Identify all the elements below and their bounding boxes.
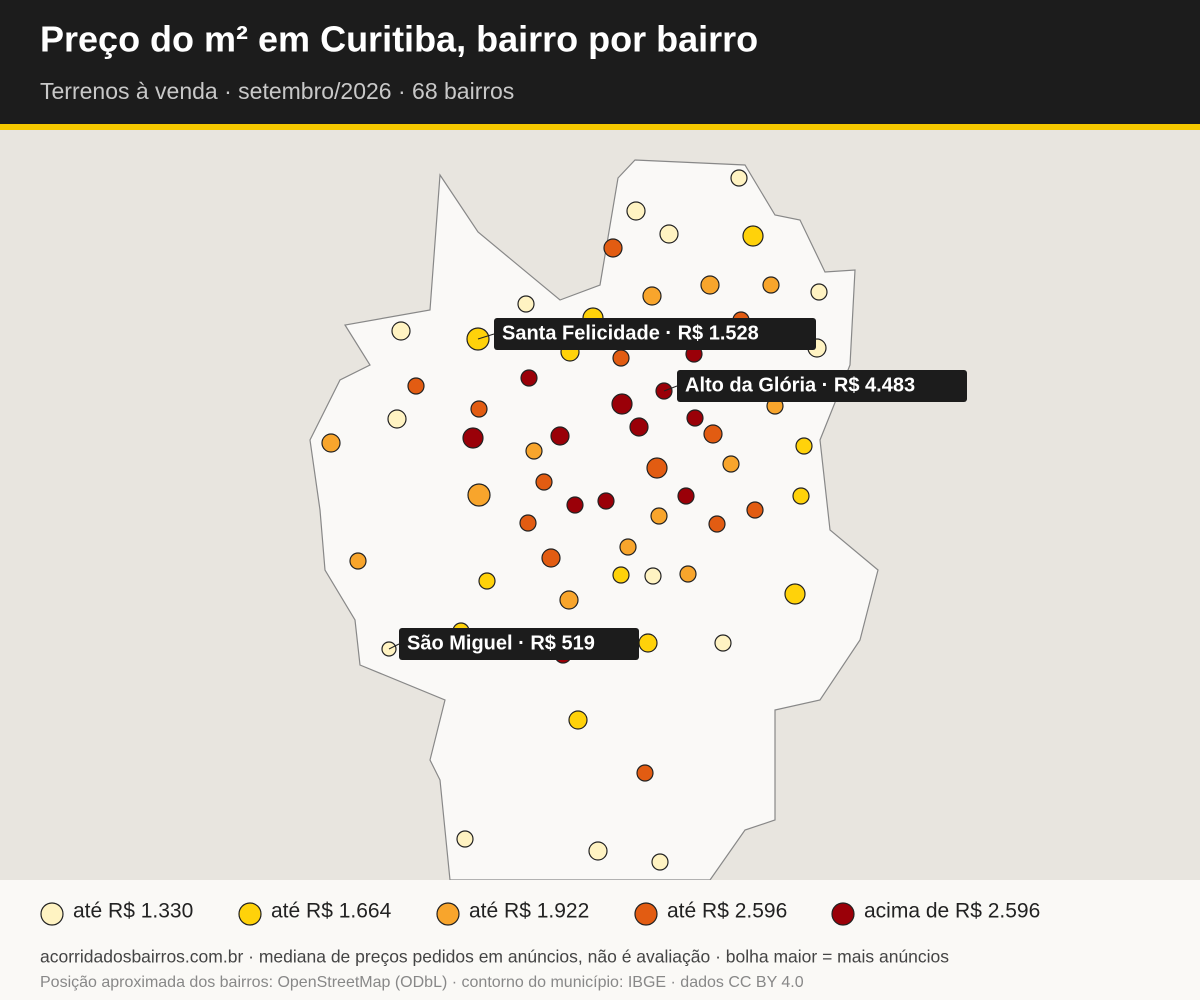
bubble xyxy=(612,566,630,584)
bubble xyxy=(535,473,553,491)
bubble xyxy=(568,710,588,730)
legend-swatch xyxy=(436,902,460,926)
bubble xyxy=(746,501,764,519)
bubble xyxy=(349,552,367,570)
bubble xyxy=(677,487,695,505)
bubble xyxy=(795,437,813,455)
bubble xyxy=(619,538,637,556)
header-stripe xyxy=(0,124,1200,130)
bubble xyxy=(700,275,720,295)
callout-label: Alto da Glória · R$ 4.483 xyxy=(685,374,915,396)
bubble xyxy=(784,583,806,605)
bubble xyxy=(611,393,633,415)
bubble xyxy=(407,377,425,395)
bubble xyxy=(644,567,662,585)
callout-label: São Miguel · R$ 519 xyxy=(407,632,595,654)
bubble xyxy=(541,548,561,568)
legend-swatch xyxy=(634,902,658,926)
bubble xyxy=(517,295,535,313)
bubble xyxy=(651,853,669,871)
bubble xyxy=(456,830,474,848)
legend-label: acima de R$ 2.596 xyxy=(864,900,1040,923)
bubble xyxy=(525,442,543,460)
legend-label: até R$ 1.922 xyxy=(469,900,589,923)
bubble xyxy=(686,409,704,427)
title: Preço do m² em Curitiba, bairro por bair… xyxy=(40,19,758,60)
bubble xyxy=(742,225,764,247)
legend-swatch xyxy=(831,902,855,926)
bubble xyxy=(722,455,740,473)
bubble xyxy=(650,507,668,525)
bubble xyxy=(626,201,646,221)
callout-label: Santa Felicidade · R$ 1.528 xyxy=(502,322,759,344)
legend-label: até R$ 1.330 xyxy=(73,900,193,923)
bubble xyxy=(708,515,726,533)
footer-bg xyxy=(0,880,1200,1000)
callout-leader xyxy=(477,333,495,340)
bubble xyxy=(467,483,491,507)
legend-label: até R$ 1.664 xyxy=(271,900,392,923)
bubble xyxy=(321,433,341,453)
bubble xyxy=(638,633,658,653)
bubble xyxy=(612,349,630,367)
footer-source: Posição aproximada dos bairros: OpenStre… xyxy=(40,974,804,991)
bubble xyxy=(478,572,496,590)
bubble xyxy=(810,283,828,301)
bubble xyxy=(519,514,537,532)
bubble xyxy=(387,409,407,429)
bubble xyxy=(588,841,608,861)
callout-box xyxy=(494,318,816,350)
bubble xyxy=(462,427,484,449)
bubble xyxy=(470,400,488,418)
callout-box xyxy=(677,370,967,402)
bubble xyxy=(629,417,649,437)
bubble xyxy=(636,764,654,782)
subtitle: Terrenos à venda · setembro/2026 · 68 ba… xyxy=(40,78,514,104)
bubble xyxy=(520,369,538,387)
legend-swatch xyxy=(238,902,262,926)
legend-label: até R$ 2.596 xyxy=(667,900,787,923)
callout-leader xyxy=(663,385,678,392)
bubble xyxy=(566,496,584,514)
bubble xyxy=(762,276,780,294)
bubble xyxy=(642,286,662,306)
bubble xyxy=(730,169,748,187)
bubble xyxy=(391,321,411,341)
footer-note: acorridadosbairros.com.br · mediana de p… xyxy=(40,947,949,967)
bubble xyxy=(646,457,668,479)
legend-swatch xyxy=(40,902,64,926)
bubble xyxy=(659,224,679,244)
bubble xyxy=(679,565,697,583)
bubble xyxy=(703,424,723,444)
callout-leader xyxy=(388,643,400,650)
bubble xyxy=(597,492,615,510)
callout-box xyxy=(399,628,639,660)
bubble xyxy=(559,590,579,610)
bubble xyxy=(792,487,810,505)
bubble xyxy=(550,426,570,446)
header-bg xyxy=(0,0,1200,126)
bubble xyxy=(714,634,732,652)
bubble xyxy=(603,238,623,258)
